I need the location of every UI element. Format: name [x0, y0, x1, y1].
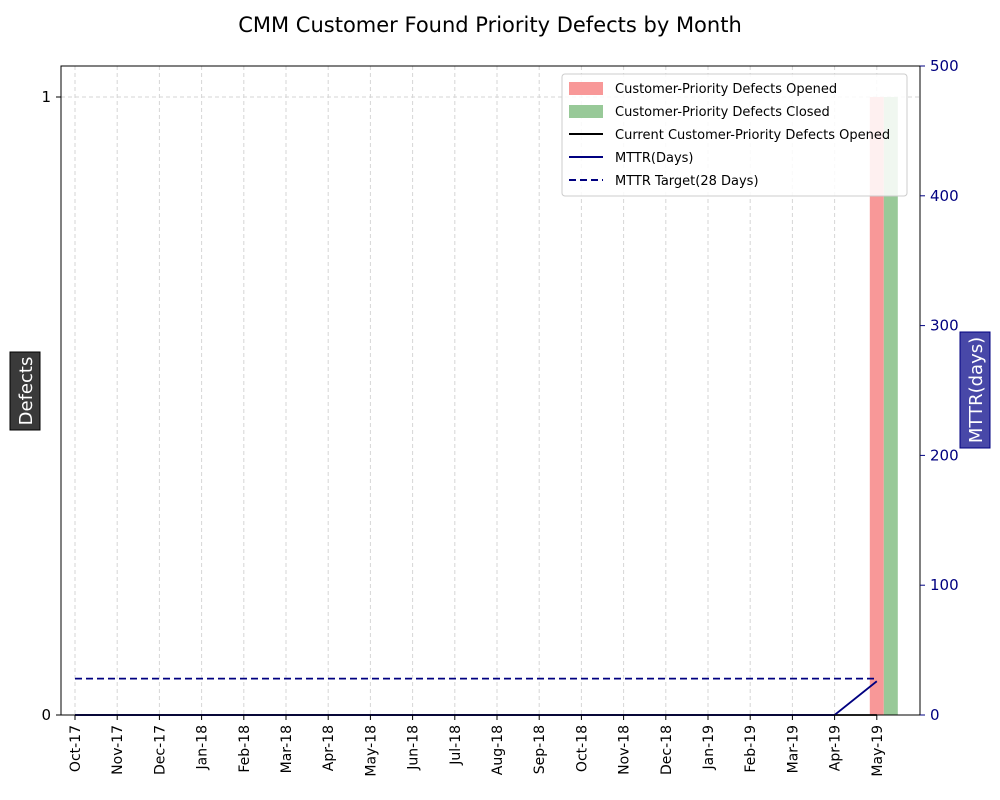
y-axis-label-box — [9, 351, 41, 431]
chart-title: CMM Customer Found Priority Defects by M… — [238, 13, 742, 37]
lines-group — [75, 677, 878, 716]
legend-label: MTTR Target(28 Days) — [615, 174, 759, 189]
x-tick-label: Nov-17 — [110, 725, 126, 775]
y2-tick-label: 300 — [930, 317, 959, 335]
x-tick-label: Jul-18 — [448, 725, 464, 766]
y2-axis-ticks: 0 100 200 300 400 500 — [920, 57, 959, 724]
x-axis-ticks: Oct-17 Nov-17 Dec-17 Jan-18 Feb-18 Mar-18 Apr-… — [68, 715, 886, 777]
y2-axis-label-box — [959, 331, 991, 449]
bars-group — [869, 97, 898, 715]
legend-box — [561, 73, 908, 197]
legend-label: MTTR(Days) — [615, 151, 694, 166]
y-tick-label: 0 — [41, 706, 51, 724]
bar — [883, 97, 898, 715]
y2-tick-label: 500 — [930, 57, 959, 75]
plot-frame — [60, 65, 921, 716]
x-tick-label: Apr-18 — [321, 725, 337, 771]
x-tick-label: Feb-18 — [237, 725, 253, 773]
y2-axis-label-text: MTTR(days) — [966, 337, 987, 443]
x-tick-label: Aug-18 — [490, 725, 506, 775]
x-tick-label: Dec-17 — [152, 725, 168, 775]
x-tick-label: Mar-18 — [279, 725, 295, 773]
series-line — [75, 680, 878, 716]
legend-label: Customer-Priority Defects Closed — [615, 105, 830, 120]
y2-tick-label: 100 — [930, 576, 959, 594]
legend-swatch — [569, 82, 603, 95]
x-tick-label: May-18 — [363, 725, 379, 777]
legend-label: Customer-Priority Defects Opened — [615, 82, 837, 97]
y2-axis-label: MTTR(days) — [959, 331, 991, 449]
x-tick-label: Apr-19 — [828, 725, 844, 771]
y-axis-label-text: Defects — [16, 357, 37, 426]
x-tick-label: Jan-19 — [701, 725, 717, 770]
bar — [869, 97, 884, 715]
legend-label: Current Customer-Priority Defects Opened — [615, 128, 890, 143]
x-tick-label: Sep-18 — [532, 725, 548, 774]
x-tick-label: Oct-17 — [68, 725, 84, 772]
x-tick-label: Jan-18 — [195, 725, 211, 770]
x-tick-label: Oct-18 — [574, 725, 590, 772]
legend-swatch — [569, 105, 603, 118]
y-tick-label: 1 — [41, 88, 51, 106]
x-tick-label: Jun-18 — [406, 725, 422, 771]
y-axis-label: Defects — [9, 351, 41, 431]
y-axis-ticks: 01 — [41, 88, 61, 724]
y2-tick-label: 0 — [930, 706, 940, 724]
y2-tick-label: 200 — [930, 446, 959, 464]
y2-tick-label: 400 — [930, 187, 959, 205]
x-tick-label: Dec-18 — [659, 725, 675, 775]
x-tick-label: May-19 — [870, 725, 886, 777]
x-tick-label: Nov-18 — [617, 725, 633, 775]
x-tick-label: Feb-19 — [743, 725, 759, 773]
x-tick-label: Mar-19 — [785, 725, 801, 773]
legend: Customer-Priority Defects Opened Customer… — [561, 73, 908, 197]
